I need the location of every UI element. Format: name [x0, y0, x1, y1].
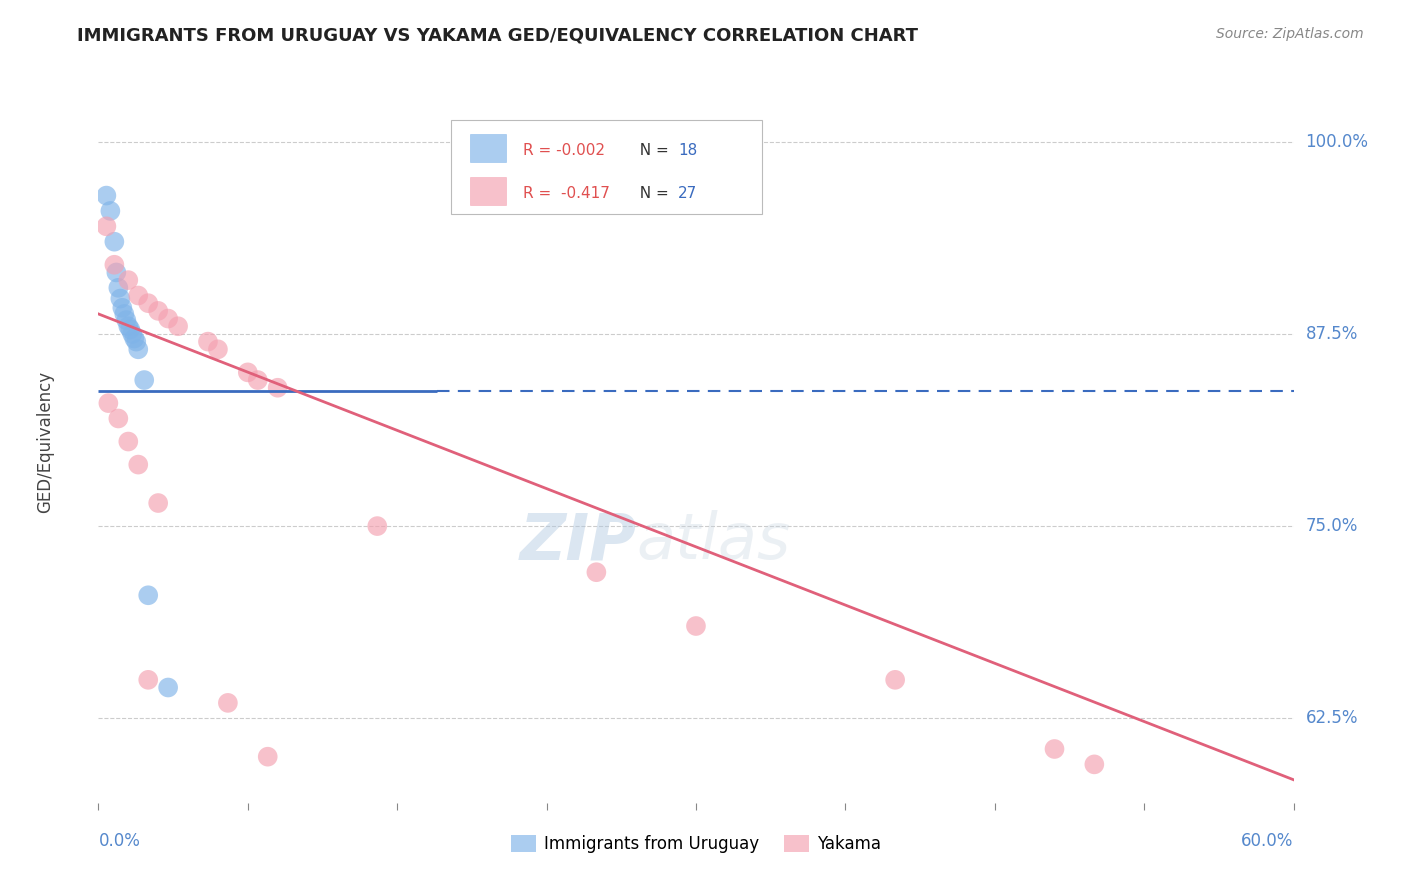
Point: [117, 319, 139, 334]
Point: [1083, 757, 1105, 772]
Point: [217, 696, 239, 710]
Text: 100.0%: 100.0%: [1306, 133, 1368, 151]
Point: [136, 673, 159, 687]
Point: [103, 235, 125, 249]
Point: [585, 565, 607, 579]
Point: [267, 381, 290, 395]
Point: [96, 188, 118, 202]
Point: [125, 334, 148, 349]
Point: [884, 673, 907, 687]
Legend: Immigrants from Uruguay, Yakama: Immigrants from Uruguay, Yakama: [503, 828, 889, 860]
Point: [107, 411, 129, 425]
Text: 18: 18: [678, 143, 697, 158]
Point: [236, 365, 259, 379]
Text: 75.0%: 75.0%: [1306, 517, 1358, 535]
Point: [127, 458, 149, 472]
Point: [97, 396, 120, 410]
Point: [117, 434, 139, 449]
Text: 27: 27: [678, 186, 697, 201]
Point: [121, 326, 143, 341]
FancyBboxPatch shape: [470, 178, 506, 205]
Point: [98, 203, 122, 218]
Text: atlas: atlas: [637, 510, 790, 573]
Point: [157, 311, 180, 326]
Point: [127, 343, 149, 357]
Text: ZIP: ZIP: [519, 510, 637, 573]
FancyBboxPatch shape: [451, 120, 762, 214]
Point: [127, 288, 149, 302]
Text: R = -0.002: R = -0.002: [523, 143, 605, 158]
Text: N =: N =: [630, 143, 673, 158]
Text: IMMIGRANTS FROM URUGUAY VS YAKAMA GED/EQUIVALENCY CORRELATION CHART: IMMIGRANTS FROM URUGUAY VS YAKAMA GED/EQ…: [77, 27, 918, 45]
Point: [103, 258, 125, 272]
Text: 62.5%: 62.5%: [1306, 709, 1358, 727]
Point: [96, 219, 118, 234]
Point: [1043, 742, 1066, 756]
Point: [136, 296, 159, 310]
Point: [112, 307, 135, 321]
Point: [105, 265, 128, 279]
Text: 60.0%: 60.0%: [1241, 831, 1294, 850]
Point: [197, 334, 219, 349]
Point: [107, 281, 129, 295]
Point: [207, 343, 229, 357]
Text: Source: ZipAtlas.com: Source: ZipAtlas.com: [1216, 27, 1364, 41]
Point: [685, 619, 707, 633]
Point: [157, 681, 180, 695]
Point: [148, 304, 170, 318]
Point: [366, 519, 388, 533]
Text: R =  -0.417: R = -0.417: [523, 186, 610, 201]
Text: N =: N =: [630, 186, 673, 201]
Text: 0.0%: 0.0%: [98, 831, 141, 850]
Point: [120, 322, 142, 336]
Point: [148, 496, 170, 510]
FancyBboxPatch shape: [470, 134, 506, 161]
Text: GED/Equivalency: GED/Equivalency: [35, 370, 53, 513]
Point: [134, 373, 156, 387]
Point: [136, 588, 159, 602]
Point: [115, 313, 138, 327]
Point: [117, 273, 139, 287]
Point: [124, 332, 146, 346]
Text: 87.5%: 87.5%: [1306, 325, 1358, 343]
Point: [256, 749, 278, 764]
Point: [167, 319, 190, 334]
Point: [111, 301, 134, 315]
Point: [110, 292, 132, 306]
Point: [246, 373, 269, 387]
